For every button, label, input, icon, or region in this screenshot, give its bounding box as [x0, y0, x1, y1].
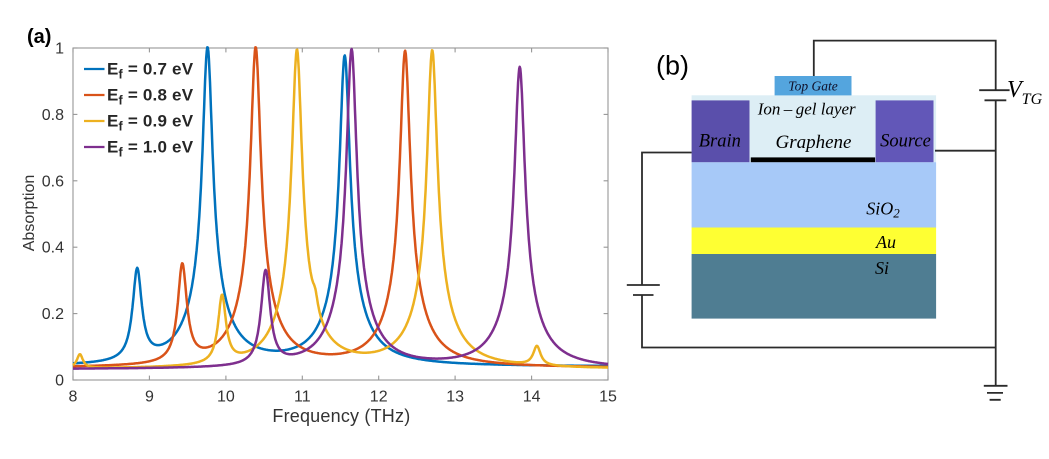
svg-text:0.8: 0.8 [42, 107, 64, 124]
svg-text:Brain: Brain [699, 132, 741, 152]
svg-text:15: 15 [599, 389, 617, 406]
svg-text:13: 13 [446, 389, 464, 406]
svg-text:Si: Si [875, 258, 889, 278]
svg-text:12: 12 [370, 389, 388, 406]
svg-text:Source: Source [880, 132, 931, 152]
svg-text:Ion – gel layer: Ion – gel layer [757, 100, 856, 119]
svg-text:Ef = 1.0 eV: Ef = 1.0 eV [107, 138, 194, 160]
svg-text:Ef = 0.9 eV: Ef = 0.9 eV [107, 112, 194, 134]
svg-text:Frequency (THz): Frequency (THz) [272, 406, 410, 426]
svg-text:14: 14 [523, 389, 541, 406]
svg-text:9: 9 [145, 389, 154, 406]
svg-text:0: 0 [55, 373, 64, 390]
svg-text:Ef = 0.8 eV: Ef = 0.8 eV [107, 86, 194, 108]
svg-text:Absorption: Absorption [21, 175, 38, 252]
svg-text:(a): (a) [27, 26, 51, 48]
svg-text:8: 8 [69, 389, 78, 406]
svg-text:0.2: 0.2 [42, 306, 64, 323]
svg-text:Top Gate: Top Gate [788, 79, 837, 94]
svg-text:Au: Au [875, 232, 896, 252]
svg-text:10: 10 [217, 389, 235, 406]
svg-text:Graphene: Graphene [776, 132, 852, 153]
svg-text:Ef = 0.7 eV: Ef = 0.7 eV [107, 60, 194, 82]
svg-text:(b): (b) [656, 51, 689, 81]
svg-text:SiO2: SiO2 [866, 199, 900, 221]
svg-text:1: 1 [55, 41, 64, 58]
svg-text:0.4: 0.4 [42, 240, 64, 257]
svg-text:0.6: 0.6 [42, 173, 64, 190]
svg-text:11: 11 [294, 389, 311, 406]
